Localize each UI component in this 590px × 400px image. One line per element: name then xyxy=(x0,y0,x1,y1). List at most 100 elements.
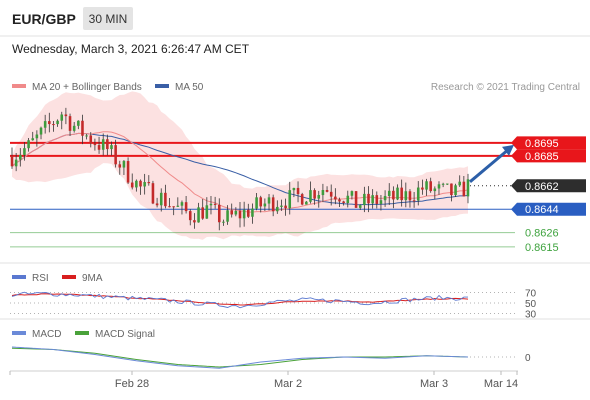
candle-body xyxy=(263,203,267,207)
timestamp: Wednesday, March 3, 2021 6:26:47 AM CET xyxy=(12,42,250,56)
candle-body xyxy=(164,192,167,207)
x-tick-label: Mar 14 xyxy=(484,378,518,390)
candle-body xyxy=(454,185,457,196)
candle-body xyxy=(379,200,383,204)
x-axis: Feb 28 Mar 2 Mar 3 Mar 14 xyxy=(9,371,518,390)
level-label-0.8685: 0.8685 xyxy=(525,151,559,163)
candle-body xyxy=(147,182,151,184)
candle-body xyxy=(81,120,84,136)
candle-body xyxy=(10,155,14,167)
candle-body xyxy=(404,191,408,201)
candle-body xyxy=(346,195,350,204)
candle-body xyxy=(309,190,312,202)
candle-body xyxy=(85,135,88,137)
candle-body xyxy=(68,116,72,131)
candle-body xyxy=(176,205,180,207)
rsi-ma-line xyxy=(11,293,469,306)
ma20-legend-label: MA 20 + Bollinger Bands xyxy=(32,82,142,93)
candle-body xyxy=(400,187,403,201)
candle-body xyxy=(363,193,366,206)
candle-body xyxy=(255,197,258,209)
x-tick-label: Mar 2 xyxy=(274,378,302,390)
candle-body xyxy=(437,184,441,189)
candle-body xyxy=(222,221,225,223)
macd-legend-label: MACD xyxy=(32,329,61,340)
candle-body xyxy=(89,135,93,144)
candle-body xyxy=(334,196,337,200)
candle-body xyxy=(458,181,461,186)
candle-body xyxy=(101,139,105,150)
candle-body xyxy=(226,210,229,222)
candle-body xyxy=(234,211,238,215)
rsi-level-label-30: 30 xyxy=(525,309,537,320)
candle-body xyxy=(321,190,325,196)
level-label-0.8644: 0.8644 xyxy=(525,204,559,216)
x-tick-label: Feb 28 xyxy=(115,378,149,390)
candle-body xyxy=(329,191,333,197)
candle-body xyxy=(72,125,76,131)
candle-body xyxy=(155,203,159,206)
timeframe-label: 30 MIN xyxy=(89,12,128,26)
candle-body xyxy=(450,183,453,196)
candle-body xyxy=(135,180,138,188)
candle-body xyxy=(251,208,254,217)
candle-body xyxy=(392,190,395,200)
candle-body xyxy=(425,181,428,190)
candle-body xyxy=(445,183,449,185)
candle-body xyxy=(292,187,296,191)
candle-body xyxy=(284,205,287,209)
candle-body xyxy=(197,207,200,223)
candle-body xyxy=(43,121,47,128)
candle-body xyxy=(139,180,142,187)
candle-body xyxy=(300,194,304,205)
candle-body xyxy=(180,202,184,206)
symbol-title: EUR/GBP xyxy=(12,11,76,27)
ma50-legend-label: MA 50 xyxy=(175,82,204,93)
candle-body xyxy=(367,193,370,204)
candle-body xyxy=(296,187,300,195)
candle-body xyxy=(48,121,51,125)
candle-body xyxy=(188,211,192,221)
macd-signal-legend-swatch xyxy=(75,331,89,335)
candle-body xyxy=(143,182,146,187)
candle-body xyxy=(371,195,374,204)
candle-body xyxy=(151,183,155,204)
rsi-legend-label: RSI xyxy=(32,273,49,284)
candle-body xyxy=(230,210,233,215)
candle-body xyxy=(77,120,80,126)
candle-body xyxy=(19,154,22,160)
candle-body xyxy=(193,220,196,223)
level-badge-0.8644 xyxy=(511,202,586,216)
candle-body xyxy=(23,148,26,155)
candle-body xyxy=(31,138,35,141)
candle-body xyxy=(201,207,204,219)
candle-body xyxy=(267,197,271,204)
candle-body xyxy=(217,204,221,223)
candle-body xyxy=(205,205,209,219)
level-badge-0.8662 xyxy=(511,179,586,193)
rsi-line xyxy=(11,291,468,309)
timeframe-badge[interactable] xyxy=(83,7,133,30)
candle-body xyxy=(118,164,122,168)
candle-body xyxy=(271,197,275,212)
candle-body xyxy=(168,206,171,208)
candle-body xyxy=(27,140,30,149)
candle-body xyxy=(305,201,308,205)
candle-body xyxy=(93,143,97,146)
bollinger-band xyxy=(12,91,468,240)
candle-body xyxy=(421,187,424,190)
forecast-arrow-head xyxy=(502,144,514,156)
candle-body xyxy=(39,127,43,135)
candle-body xyxy=(412,200,416,202)
candle-body xyxy=(416,187,420,201)
candle-body xyxy=(276,206,279,212)
candle-body xyxy=(110,145,113,150)
candle-body xyxy=(159,192,163,206)
candle-body xyxy=(350,191,354,196)
rsi-legend-swatch xyxy=(12,275,26,279)
rsi-ma-legend-label: 9MA xyxy=(82,273,103,284)
candle-body xyxy=(354,191,358,208)
candle-body xyxy=(209,203,213,206)
